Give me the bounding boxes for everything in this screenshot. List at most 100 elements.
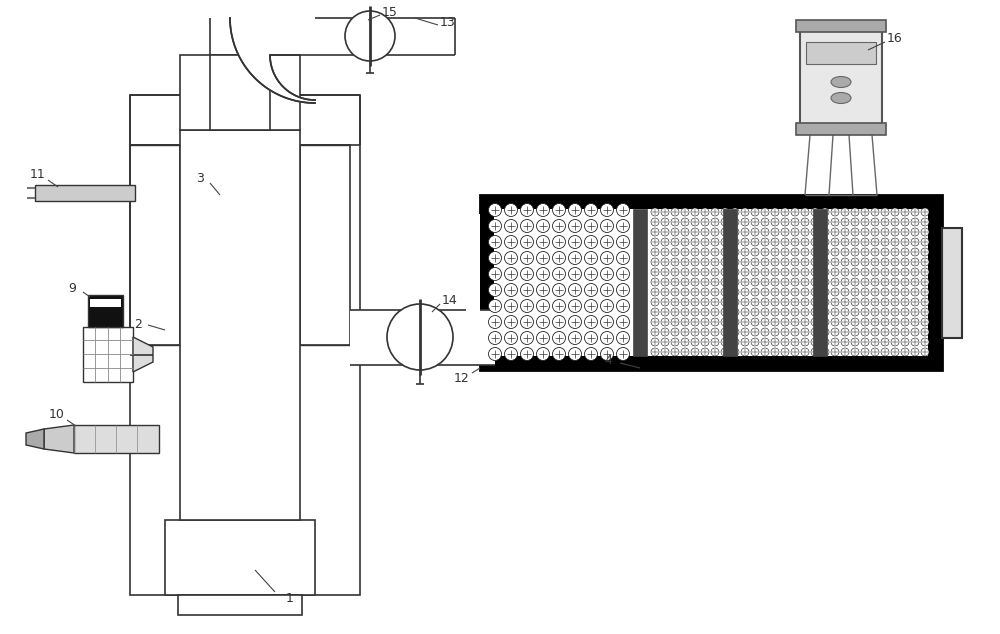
Circle shape xyxy=(711,258,719,266)
Circle shape xyxy=(771,258,779,266)
Circle shape xyxy=(831,228,839,236)
Circle shape xyxy=(711,208,719,216)
Circle shape xyxy=(881,228,889,236)
Circle shape xyxy=(871,328,879,336)
Circle shape xyxy=(911,328,919,336)
Circle shape xyxy=(921,348,929,356)
Circle shape xyxy=(911,288,919,296)
Circle shape xyxy=(901,338,909,346)
Circle shape xyxy=(711,318,719,326)
Circle shape xyxy=(851,318,859,326)
Circle shape xyxy=(584,332,598,344)
Circle shape xyxy=(520,252,534,264)
Circle shape xyxy=(921,338,929,346)
Circle shape xyxy=(691,228,699,236)
Circle shape xyxy=(661,278,669,286)
Circle shape xyxy=(600,299,614,313)
Circle shape xyxy=(536,219,550,233)
Circle shape xyxy=(851,308,859,316)
Circle shape xyxy=(741,208,749,216)
Circle shape xyxy=(801,308,809,316)
Circle shape xyxy=(505,283,518,297)
Circle shape xyxy=(871,288,879,296)
Circle shape xyxy=(691,298,699,306)
Circle shape xyxy=(811,248,819,256)
Circle shape xyxy=(691,238,699,246)
Circle shape xyxy=(871,268,879,276)
Circle shape xyxy=(841,258,849,266)
Circle shape xyxy=(651,278,659,286)
Circle shape xyxy=(821,298,829,306)
Circle shape xyxy=(671,208,679,216)
Circle shape xyxy=(821,278,829,286)
Circle shape xyxy=(721,278,729,286)
Circle shape xyxy=(751,228,759,236)
Circle shape xyxy=(721,328,729,336)
Circle shape xyxy=(821,208,829,216)
Circle shape xyxy=(811,288,819,296)
Bar xyxy=(942,228,962,338)
Circle shape xyxy=(721,208,729,216)
Circle shape xyxy=(891,318,899,326)
Circle shape xyxy=(891,218,899,226)
Circle shape xyxy=(831,328,839,336)
Circle shape xyxy=(681,268,689,276)
Circle shape xyxy=(651,248,659,256)
Circle shape xyxy=(781,228,789,236)
Circle shape xyxy=(701,208,709,216)
Circle shape xyxy=(488,283,502,297)
Circle shape xyxy=(801,258,809,266)
Circle shape xyxy=(661,338,669,346)
Circle shape xyxy=(761,238,769,246)
Circle shape xyxy=(801,318,809,326)
Circle shape xyxy=(552,316,566,328)
Circle shape xyxy=(861,228,869,236)
Circle shape xyxy=(568,268,582,280)
Circle shape xyxy=(721,228,729,236)
Circle shape xyxy=(761,338,769,346)
Circle shape xyxy=(536,235,550,249)
Circle shape xyxy=(771,338,779,346)
Circle shape xyxy=(651,348,659,356)
Text: 14: 14 xyxy=(442,294,458,306)
Circle shape xyxy=(841,278,849,286)
Circle shape xyxy=(911,308,919,316)
Circle shape xyxy=(901,278,909,286)
Circle shape xyxy=(731,218,739,226)
Circle shape xyxy=(661,238,669,246)
Circle shape xyxy=(600,268,614,280)
Circle shape xyxy=(536,283,550,297)
Circle shape xyxy=(711,348,719,356)
Circle shape xyxy=(671,318,679,326)
Circle shape xyxy=(691,338,699,346)
Circle shape xyxy=(387,304,453,370)
Circle shape xyxy=(701,248,709,256)
Circle shape xyxy=(861,308,869,316)
Circle shape xyxy=(741,258,749,266)
Circle shape xyxy=(711,328,719,336)
Circle shape xyxy=(851,298,859,306)
Circle shape xyxy=(841,288,849,296)
Bar xyxy=(130,95,360,145)
Circle shape xyxy=(536,299,550,313)
Circle shape xyxy=(851,238,859,246)
Circle shape xyxy=(901,298,909,306)
Circle shape xyxy=(761,308,769,316)
Circle shape xyxy=(791,218,799,226)
Circle shape xyxy=(761,298,769,306)
Circle shape xyxy=(791,268,799,276)
Circle shape xyxy=(801,298,809,306)
Circle shape xyxy=(791,288,799,296)
Circle shape xyxy=(671,338,679,346)
Circle shape xyxy=(841,228,849,236)
Circle shape xyxy=(536,347,550,361)
Circle shape xyxy=(681,328,689,336)
Circle shape xyxy=(791,228,799,236)
Circle shape xyxy=(831,218,839,226)
Circle shape xyxy=(851,218,859,226)
Circle shape xyxy=(821,218,829,226)
Circle shape xyxy=(911,318,919,326)
Circle shape xyxy=(841,218,849,226)
Circle shape xyxy=(552,268,566,280)
Circle shape xyxy=(861,348,869,356)
